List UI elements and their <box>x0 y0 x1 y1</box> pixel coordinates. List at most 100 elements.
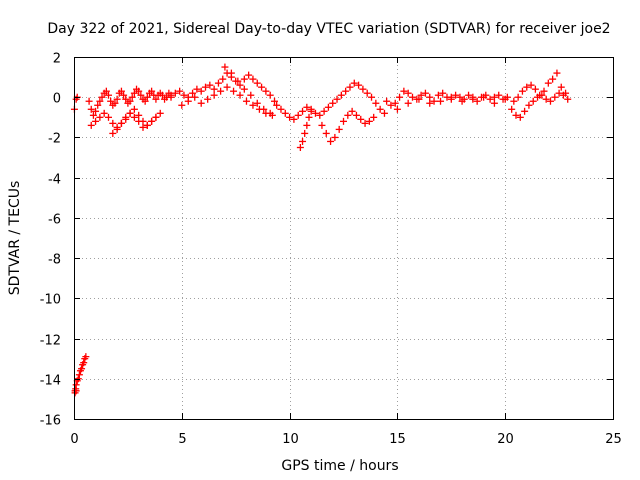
data-point <box>130 113 138 121</box>
data-point <box>434 91 442 99</box>
data-point <box>180 91 188 99</box>
data-point <box>546 97 554 105</box>
data-point <box>104 91 112 99</box>
data-point <box>260 105 268 113</box>
data-point <box>359 85 367 93</box>
data-point <box>523 83 531 91</box>
data-point <box>176 87 184 95</box>
data-point <box>456 93 464 101</box>
data-point <box>143 93 151 101</box>
x-tick-label: 5 <box>178 432 186 447</box>
data-point <box>337 91 345 99</box>
data-point <box>130 89 138 97</box>
data-point <box>219 75 227 83</box>
data-point <box>113 125 121 133</box>
data-point <box>322 129 330 137</box>
y-axis-title: SDTVAR / TECUs <box>7 181 23 296</box>
data-point <box>184 97 192 105</box>
data-point <box>447 93 455 101</box>
data-point <box>417 91 425 99</box>
x-tick-label: 10 <box>282 432 299 447</box>
data-point <box>490 99 498 107</box>
data-point <box>301 129 309 137</box>
data-point <box>396 93 404 101</box>
data-point <box>139 123 147 131</box>
data-point <box>527 81 535 89</box>
data-point <box>340 117 347 125</box>
data-point <box>72 387 80 395</box>
chart-title: Day 322 of 2021, Sidereal Day-to-day VTE… <box>47 21 610 37</box>
data-point <box>370 113 378 121</box>
data-point <box>141 97 149 105</box>
data-point <box>426 93 434 101</box>
data-point <box>486 95 494 103</box>
data-point <box>78 365 86 373</box>
data-point <box>544 79 552 87</box>
data-point <box>135 111 143 119</box>
data-point <box>104 113 112 121</box>
data-point <box>525 101 533 109</box>
data-point <box>152 95 160 103</box>
data-point <box>299 137 307 145</box>
data-point <box>85 97 93 105</box>
data-point <box>197 87 205 95</box>
data-point <box>350 79 358 87</box>
data-point <box>344 111 352 119</box>
data-point <box>204 95 212 103</box>
data-point <box>75 371 83 379</box>
plot-frame <box>74 57 614 420</box>
x-axis-title: GPS time / hours <box>281 458 398 474</box>
data-point <box>383 97 391 105</box>
data-point <box>171 89 179 97</box>
data-point <box>510 97 518 105</box>
data-point <box>318 121 326 129</box>
data-point <box>128 93 136 101</box>
data-point <box>320 107 328 115</box>
y-tick-label: 2 <box>53 52 61 67</box>
data-point <box>327 137 335 145</box>
data-point <box>286 113 294 121</box>
data-point <box>361 119 369 127</box>
y-tick-label: -10 <box>40 293 61 308</box>
x-tick-label: 0 <box>70 432 78 447</box>
data-point <box>404 99 412 107</box>
data-point <box>458 97 466 105</box>
data-point <box>363 89 371 97</box>
data-point <box>393 105 401 113</box>
data-point <box>253 79 261 87</box>
data-point <box>277 105 285 113</box>
data-point <box>380 109 388 117</box>
data-point <box>391 99 399 107</box>
data-point <box>74 375 82 383</box>
data-point <box>346 83 354 91</box>
data-point <box>348 107 356 115</box>
data-point <box>368 93 376 101</box>
data-point <box>473 97 481 105</box>
data-point <box>113 95 121 103</box>
data-point <box>193 85 201 93</box>
data-point <box>89 111 97 119</box>
data-point <box>94 101 102 109</box>
data-point <box>236 91 244 99</box>
data-point <box>158 91 166 99</box>
data-point <box>214 79 222 87</box>
data-point <box>258 83 266 91</box>
data-point <box>148 87 156 95</box>
y-tick-label: -6 <box>48 213 61 228</box>
data-point <box>197 99 205 107</box>
data-point <box>221 63 229 71</box>
data-point <box>191 93 199 101</box>
data-point <box>92 107 100 115</box>
data-point <box>82 353 90 361</box>
data-point <box>316 111 324 119</box>
data-point <box>80 359 88 367</box>
data-point <box>249 101 257 109</box>
data-point <box>135 87 143 95</box>
data-point <box>87 105 95 113</box>
data-point <box>333 95 341 103</box>
data-point <box>549 75 557 83</box>
data-point <box>400 87 408 95</box>
data-point <box>240 85 248 93</box>
data-point <box>551 93 559 101</box>
data-point <box>376 105 384 113</box>
